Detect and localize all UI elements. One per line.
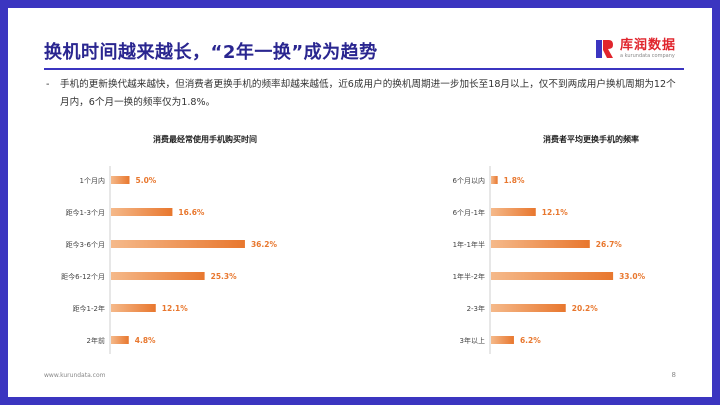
chart-title-purchase-time: 消费最经常使用手机购买时间 — [153, 135, 257, 144]
data-label: 26.7% — [596, 240, 623, 249]
category-label: 3年以上 — [460, 336, 485, 345]
chart-title-replace-frequency: 消费者平均更换手机的频率 — [543, 135, 639, 144]
data-label: 6.2% — [520, 336, 541, 345]
page-number: 8 — [671, 371, 676, 379]
bar — [111, 176, 130, 184]
data-label: 20.2% — [572, 304, 599, 313]
bar — [491, 240, 590, 248]
category-label: 距今3-6个月 — [66, 240, 105, 249]
category-label: 6个月以内 — [453, 176, 485, 185]
brand-logo: 库润数据 a kurundata company — [593, 38, 676, 60]
data-label: 12.1% — [162, 304, 189, 313]
footer-url: www.kurundata.com — [44, 372, 106, 379]
page-title: 换机时间越来越长，“2年一换”成为趋势 — [44, 42, 378, 63]
chart-purchase-time: 1个月内 5.0% 距今1-3个月 16.6% 距今3-6个月 36.2% 距今6-12个月… — [61, 166, 278, 354]
summary-text: 手机的更新换代越来越快，但消费者更换手机的频率却越来越低，近6成用户的换机周期进… — [60, 79, 676, 108]
category-label: 2-3年 — [467, 304, 485, 313]
summary-bullet: - 手机的更新换代越来越快，但消费者更换手机的频率却越来越低，近6成用户的换机周… — [46, 76, 676, 112]
data-label: 1.8% — [504, 176, 525, 185]
logo-mark-icon — [595, 40, 613, 58]
category-label: 1个月内 — [80, 176, 105, 185]
bar — [111, 304, 156, 312]
logo-name: 库润数据 — [619, 38, 676, 53]
category-label: 1年-1年半 — [453, 240, 485, 249]
bar — [491, 208, 536, 216]
title-divider — [44, 68, 684, 70]
logo-tagline: a kurundata company — [619, 53, 675, 59]
data-label: 33.0% — [619, 272, 646, 281]
category-label: 距今6-12个月 — [61, 272, 105, 281]
category-label: 2年前 — [87, 336, 105, 345]
bar — [491, 336, 514, 344]
bar — [111, 336, 129, 344]
category-label: 距今1-2年 — [73, 304, 105, 313]
chart-replace-frequency: 6个月以内 1.8% 6个月-1年 12.1% 1年-1年半 26.7% 1年半-2年 33.… — [453, 166, 646, 354]
bar — [111, 272, 205, 280]
category-label: 距今1-3个月 — [66, 208, 105, 217]
bar — [491, 176, 498, 184]
bar — [491, 304, 566, 312]
bar — [111, 208, 173, 216]
data-label: 36.2% — [251, 240, 278, 249]
slide: 换机时间越来越长，“2年一换”成为趋势 库润数据 a kurundata com… — [8, 8, 712, 397]
category-label: 6个月-1年 — [453, 208, 485, 217]
data-label: 5.0% — [136, 176, 157, 185]
data-label: 12.1% — [542, 208, 569, 217]
data-label: 4.8% — [135, 336, 156, 345]
category-label: 1年半-2年 — [453, 272, 485, 281]
bar — [111, 240, 245, 248]
bullet-marker: - — [46, 79, 50, 90]
bar — [491, 272, 614, 280]
data-label: 25.3% — [211, 272, 238, 281]
data-label: 16.6% — [178, 208, 205, 217]
